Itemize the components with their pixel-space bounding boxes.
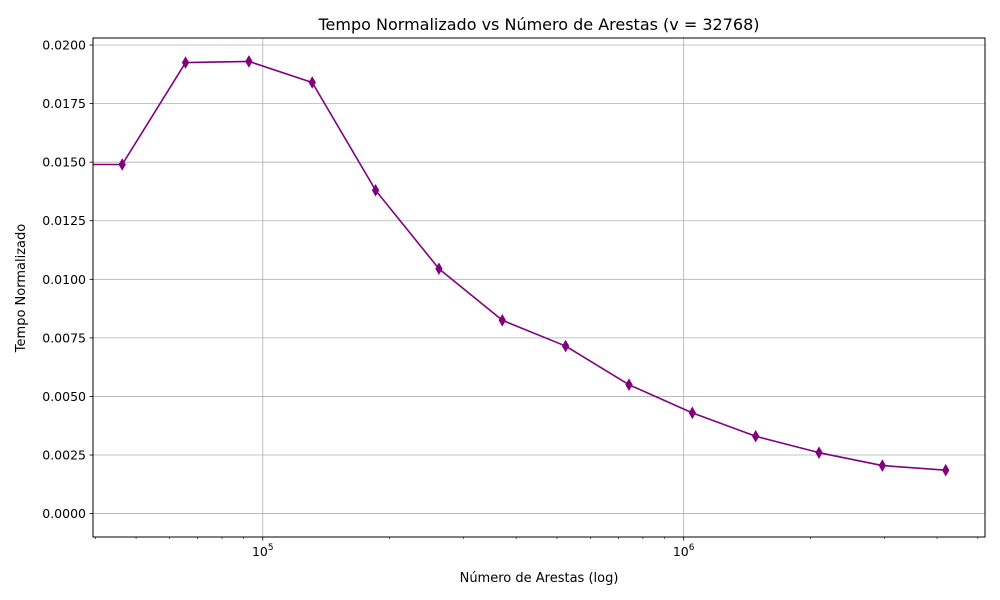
chart-title: Tempo Normalizado vs Número de Arestas (…: [318, 15, 760, 34]
data-point-marker: [435, 262, 443, 276]
y-axis: 0.0000 0.0025 0.0050 0.0075 0.0100 0.0125 0.01…: [42, 38, 93, 521]
y-tick-label: 0.0175: [42, 96, 86, 111]
data-point-marker: [118, 158, 126, 171]
data-point-marker: [181, 56, 190, 69]
y-tick-label: 0.0125: [42, 213, 86, 228]
x-tick-label: 106: [673, 543, 695, 559]
data-point-marker: [688, 406, 696, 420]
data-point-marker: [245, 55, 253, 68]
y-tick-label: 0.0100: [42, 272, 86, 287]
y-tick-label: 0.0150: [42, 155, 86, 170]
y-axis-title: Tempo Normalizado: [14, 224, 29, 353]
data-point-marker: [561, 339, 570, 353]
x-axis: 105 106: [252, 537, 695, 559]
data-point-marker: [878, 459, 887, 472]
data-point-marker: [625, 378, 633, 392]
data-point-marker: [942, 463, 950, 477]
data-point-marker: [308, 76, 316, 89]
y-tick-label: 0.0050: [42, 389, 86, 404]
plot-frame: [92, 37, 986, 538]
x-axis-title: Número de Arestas (log): [460, 571, 619, 586]
y-tick-label: 0.0000: [42, 506, 86, 521]
y-tick-label: 0.0025: [42, 448, 86, 463]
y-tick-label: 0.0075: [42, 330, 86, 345]
x-tick-label: 105: [252, 543, 274, 559]
data-point-marker: [815, 446, 823, 459]
y-tick-label: 0.0200: [42, 38, 86, 53]
data-point-marker: [371, 183, 380, 197]
grid: [93, 38, 985, 537]
series-group: [93, 55, 950, 477]
data-point-marker: [752, 429, 760, 443]
data-point-marker: [498, 314, 506, 327]
plot-background: [93, 38, 985, 537]
